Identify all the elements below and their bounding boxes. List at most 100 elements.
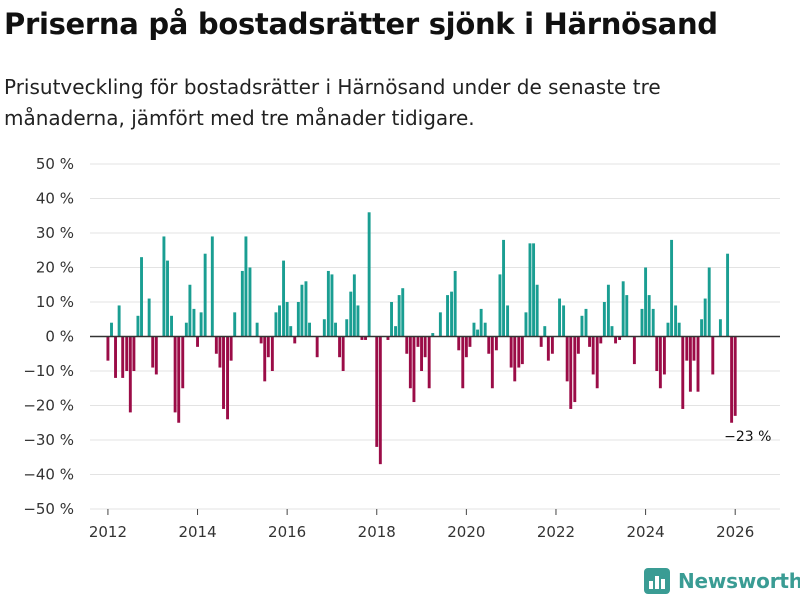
bar [730, 336, 734, 423]
bar [300, 284, 304, 337]
bar [662, 336, 666, 375]
bar [446, 295, 449, 337]
bar [599, 336, 603, 344]
annotations: −23 % [724, 429, 771, 445]
bar [367, 212, 371, 337]
bar [483, 322, 487, 337]
bar [270, 336, 274, 371]
bar [222, 336, 225, 409]
y-axis-ticks: 50 % 40 % 30 % 20 % 10 % 0 % −10 % −20 % −30 % −4… [23, 155, 74, 518]
bar [472, 322, 476, 337]
y-tick-label: 0 % [45, 328, 74, 346]
bar [390, 302, 393, 337]
bar [528, 243, 532, 337]
bar [408, 336, 412, 389]
bar [154, 336, 158, 375]
bar [322, 319, 326, 337]
bar [349, 291, 353, 337]
bar [386, 336, 390, 340]
y-tick-label: 10 % [36, 293, 74, 311]
bar [341, 336, 345, 371]
bar [259, 336, 263, 344]
bar [412, 336, 416, 403]
bar [431, 333, 435, 337]
bar [192, 308, 196, 337]
bar [240, 270, 244, 337]
bar [210, 236, 214, 337]
bar [718, 319, 722, 337]
bar [296, 302, 300, 337]
bar [315, 336, 319, 358]
bar [117, 305, 121, 337]
bar [655, 336, 659, 371]
bar [479, 308, 483, 337]
x-tick-label: 2018 [358, 523, 396, 541]
bar [188, 284, 192, 337]
bar [621, 281, 625, 337]
bar [703, 298, 707, 337]
bar [248, 267, 252, 337]
bar [128, 336, 132, 413]
bar [618, 336, 622, 340]
bar [647, 295, 651, 337]
bar [546, 336, 550, 361]
bar [453, 270, 457, 337]
bar [334, 322, 337, 337]
bar [726, 253, 730, 337]
bar [494, 336, 498, 351]
bar [692, 336, 696, 361]
bar [674, 305, 678, 337]
bar [666, 322, 670, 337]
bar [450, 291, 454, 337]
bar [110, 322, 113, 337]
bar [513, 336, 517, 382]
bar [573, 336, 577, 403]
annotation-label: −23 % [724, 429, 771, 445]
bar [345, 319, 349, 337]
chart-subtitle: Prisutveckling för bostadsrätter i Härnö… [4, 75, 661, 130]
brand-name: Newsworthy [678, 569, 800, 593]
bar [595, 336, 599, 389]
bar [535, 284, 539, 337]
bar [565, 336, 569, 382]
bar [632, 336, 636, 365]
bar [114, 336, 117, 378]
bar [233, 312, 237, 337]
bar [464, 336, 468, 358]
bar [147, 298, 151, 337]
newsworthy-logo-icon [644, 568, 670, 594]
bar [244, 236, 248, 337]
bar [151, 336, 155, 368]
y-tick-label: −40 % [23, 466, 74, 484]
bar [218, 336, 222, 368]
bar [308, 322, 311, 337]
bar [476, 329, 480, 337]
y-tick-label: 40 % [36, 190, 74, 208]
bar [140, 257, 143, 337]
bar [397, 295, 401, 337]
bar [338, 336, 342, 358]
bar [539, 336, 543, 347]
bar [106, 336, 110, 361]
bar [177, 336, 181, 423]
bar [255, 322, 259, 337]
bar [502, 239, 506, 337]
bar [394, 326, 398, 337]
bar [293, 336, 297, 344]
bar [733, 336, 737, 416]
bar [707, 267, 711, 337]
gridlines [90, 163, 780, 510]
x-axis-ticks: 2012 2014 2016 2018 2020 2022 2024 2026 [89, 509, 754, 541]
bar [509, 336, 513, 368]
bar [498, 274, 502, 337]
bar [132, 336, 136, 371]
bar [524, 312, 528, 337]
bar [214, 336, 218, 354]
bar [606, 284, 610, 337]
y-tick-label: −50 % [23, 500, 74, 518]
bar [681, 336, 685, 409]
bar [330, 274, 334, 337]
bar [457, 336, 461, 351]
bar [423, 336, 427, 358]
bar [602, 302, 606, 337]
